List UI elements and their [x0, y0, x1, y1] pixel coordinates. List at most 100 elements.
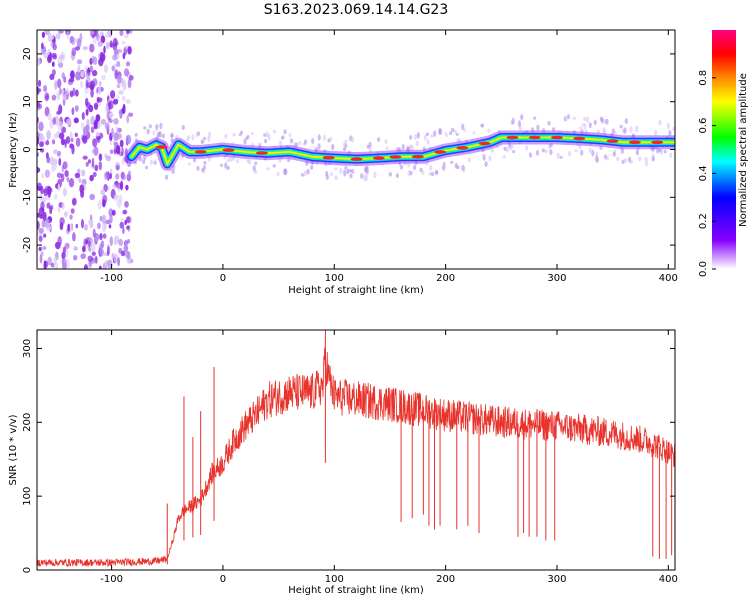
noise-speck: [73, 117, 79, 124]
halo-speck: [541, 148, 546, 153]
halo-speck: [196, 165, 200, 171]
halo-speck: [450, 160, 454, 164]
halo-speck: [334, 167, 338, 171]
noise-speck: [122, 227, 125, 234]
noise-speck: [78, 178, 82, 183]
halo-speck: [300, 173, 305, 177]
noise-speck: [50, 262, 55, 268]
noise-speck: [111, 252, 115, 260]
halo-speck: [583, 123, 587, 130]
halo-speck: [232, 132, 236, 137]
peak-mark: [194, 150, 207, 154]
halo-speck: [525, 145, 529, 151]
noise-speck: [37, 185, 40, 190]
noise-speck: [70, 208, 75, 214]
noise-speck: [98, 161, 103, 171]
snr-marks: [37, 330, 675, 568]
halo-speck: [317, 143, 321, 150]
halo-speck: [566, 114, 571, 120]
noise-speck: [121, 158, 125, 166]
halo-speck: [283, 168, 287, 173]
noise-speck: [44, 260, 49, 268]
noise-speck: [124, 201, 129, 208]
noise-speck: [46, 156, 51, 164]
halo-speck: [364, 174, 368, 182]
halo-speck: [171, 168, 175, 174]
noise-speck: [76, 67, 81, 73]
noise-speck: [58, 132, 65, 140]
halo-speck: [423, 134, 427, 141]
halo-speck: [235, 159, 239, 164]
noise-speck: [99, 233, 103, 241]
noise-speck: [57, 120, 63, 131]
halo-speck: [295, 142, 299, 147]
noise-speck: [37, 131, 40, 139]
halo-speck: [245, 136, 249, 140]
halo-speck: [181, 124, 185, 131]
halo-speck: [421, 170, 425, 175]
halo-speck: [621, 159, 625, 164]
noise-speck: [74, 172, 81, 179]
noise-speck: [86, 118, 90, 129]
noise-speck: [39, 148, 45, 153]
noise-speck: [126, 173, 132, 182]
noise-speck: [108, 224, 112, 229]
halo-speck: [331, 143, 335, 151]
halo-speck: [238, 133, 242, 137]
halo-speck: [254, 161, 258, 166]
snr-xlabel: Height of straight line (km): [288, 585, 424, 596]
noise-speck: [81, 112, 85, 120]
colorbar-label: Normalized spectral amplitude: [738, 73, 749, 227]
halo-speck: [490, 149, 494, 153]
noise-speck: [46, 130, 51, 140]
noise-speck: [90, 88, 94, 98]
halo-speck: [224, 162, 228, 169]
noise-speck: [117, 257, 120, 267]
halo-speck: [250, 132, 254, 136]
noise-speck: [72, 232, 76, 242]
noise-speck: [48, 35, 55, 40]
halo-speck: [266, 167, 270, 171]
peak-mark: [350, 157, 363, 161]
halo-speck: [310, 165, 314, 170]
halo-speck: [143, 126, 147, 130]
noise-speck: [83, 238, 87, 248]
peak-mark: [478, 141, 491, 146]
noise-speck: [119, 30, 124, 37]
noise-speck: [64, 88, 71, 95]
noise-speck: [66, 118, 72, 126]
peak-mark: [573, 136, 586, 141]
colorbar-tick-label: 0.0: [698, 261, 709, 277]
noise-speck: [117, 48, 123, 54]
halo-speck: [207, 131, 212, 138]
halo-speck: [289, 138, 294, 144]
peak-mark: [651, 140, 664, 145]
noise-speck: [87, 255, 93, 262]
halo-speck: [264, 138, 268, 144]
halo-speck: [346, 168, 350, 175]
noise-speck: [115, 173, 120, 180]
noise-speck: [91, 149, 94, 154]
x-tick-label: 400: [659, 574, 678, 585]
halo-speck: [533, 116, 537, 120]
noise-speck: [47, 112, 52, 121]
halo-speck: [407, 162, 411, 168]
peak-mark: [372, 156, 385, 160]
noise-speck: [126, 115, 130, 124]
noise-speck: [116, 84, 121, 89]
halo-speck: [364, 166, 368, 171]
halo-speck: [203, 160, 207, 165]
halo-speck: [442, 164, 446, 171]
halo-speck: [201, 168, 205, 172]
noise-speck: [125, 184, 129, 191]
noise-speck: [117, 182, 121, 193]
noise-speck: [128, 170, 132, 176]
halo-speck: [672, 126, 675, 131]
noise-speck: [52, 139, 55, 145]
noise-speck: [37, 220, 40, 230]
snr-line: [37, 347, 675, 568]
halo-speck: [488, 155, 492, 162]
noise-speck: [116, 74, 122, 84]
snr-dips: [400, 406, 673, 559]
halo-speck: [502, 155, 506, 159]
